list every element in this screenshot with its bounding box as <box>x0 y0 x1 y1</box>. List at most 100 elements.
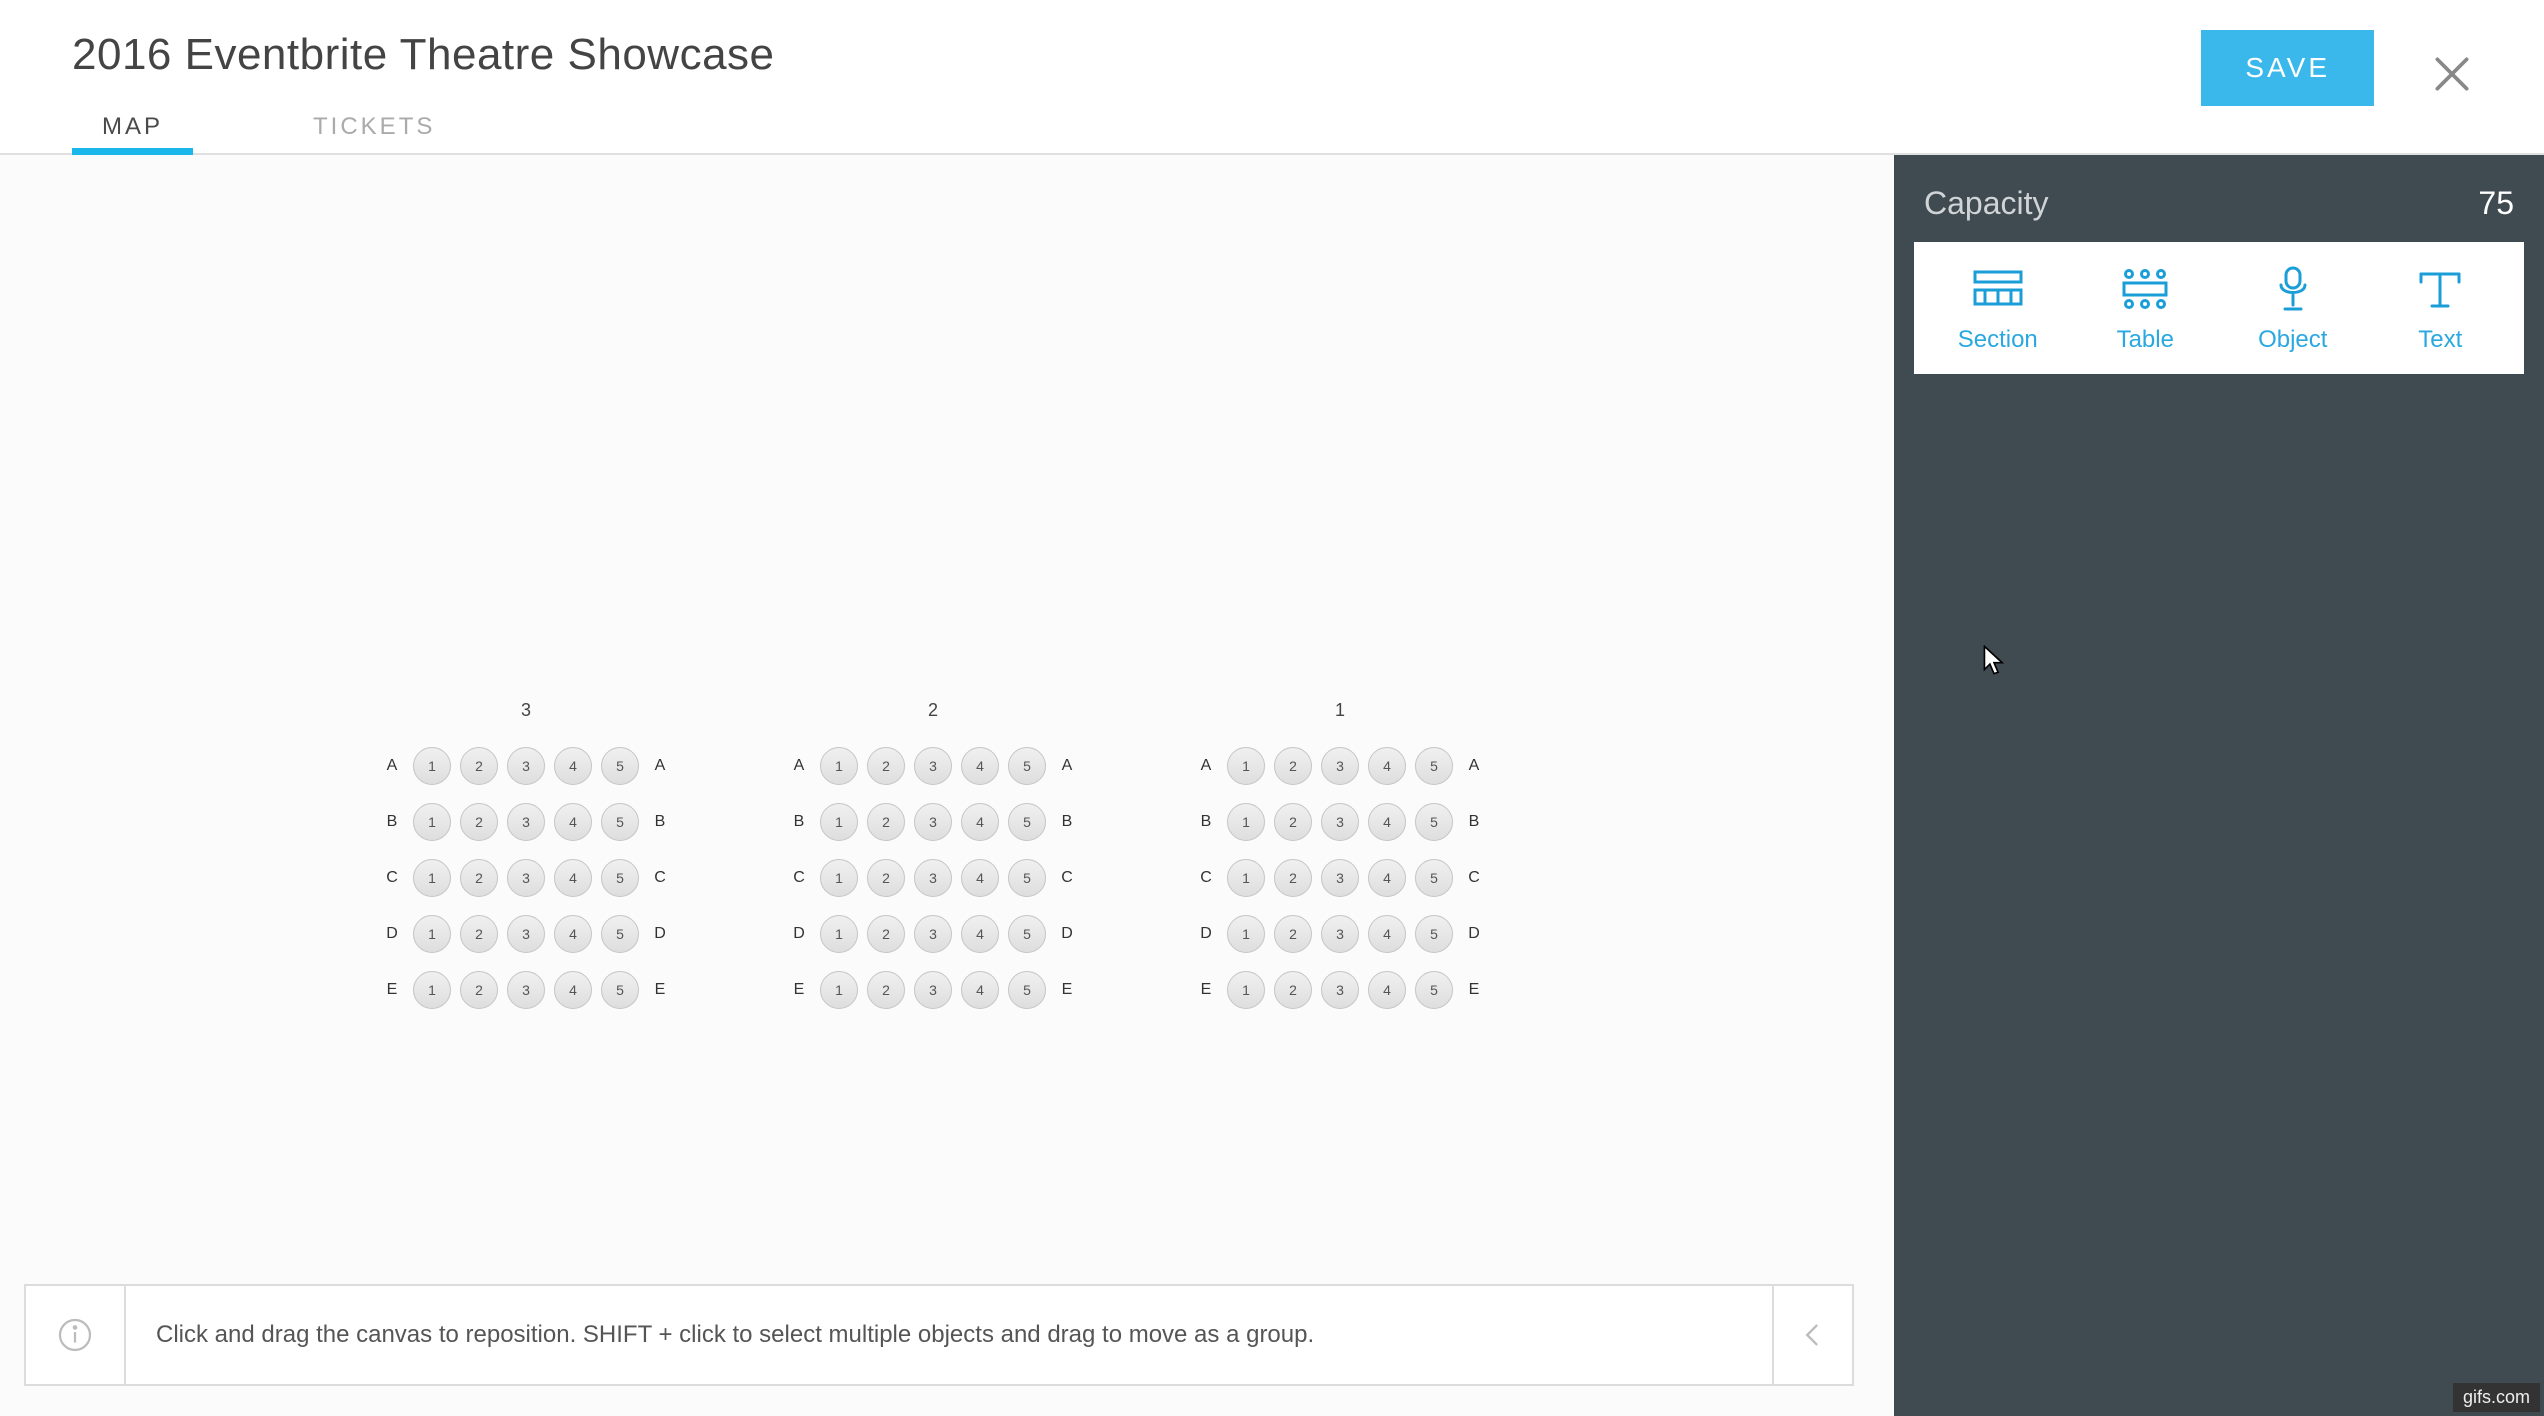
seat[interactable]: 3 <box>507 915 545 953</box>
seat[interactable]: 4 <box>554 747 592 785</box>
seat[interactable]: 5 <box>1415 971 1453 1009</box>
seat[interactable]: 4 <box>961 971 999 1009</box>
row-label-left: C <box>380 869 404 887</box>
seat[interactable]: 5 <box>1415 859 1453 897</box>
seat[interactable]: 3 <box>1321 859 1359 897</box>
seat[interactable]: 3 <box>914 859 952 897</box>
seat[interactable]: 1 <box>820 803 858 841</box>
info-icon <box>26 1286 126 1384</box>
seat[interactable]: 1 <box>820 915 858 953</box>
seat[interactable]: 1 <box>820 859 858 897</box>
seat[interactable]: 2 <box>1274 747 1312 785</box>
seat[interactable]: 3 <box>507 859 545 897</box>
seat[interactable]: 2 <box>460 915 498 953</box>
seat[interactable]: 4 <box>961 747 999 785</box>
sidebar: Capacity 75 Section <box>1894 155 2544 1416</box>
tool-table[interactable]: Table <box>2075 268 2215 354</box>
capacity-label: Capacity <box>1924 185 2049 222</box>
seating-section-1[interactable]: 1A12345AB12345BC12345CD12345DE12345E <box>1194 700 1486 1009</box>
tool-label: Section <box>1958 326 2038 354</box>
seat[interactable]: 3 <box>914 915 952 953</box>
seat[interactable]: 5 <box>1008 803 1046 841</box>
seat[interactable]: 4 <box>554 915 592 953</box>
seat[interactable]: 4 <box>554 803 592 841</box>
seat[interactable]: 1 <box>413 915 451 953</box>
seat[interactable]: 5 <box>1008 915 1046 953</box>
seat[interactable]: 5 <box>601 803 639 841</box>
tool-label: Table <box>2117 326 2174 354</box>
seat[interactable]: 2 <box>1274 803 1312 841</box>
hint-prev-button[interactable] <box>1772 1286 1852 1384</box>
seat[interactable]: 2 <box>867 915 905 953</box>
tab-tickets[interactable]: TICKETS <box>283 101 465 153</box>
seat[interactable]: 5 <box>601 859 639 897</box>
row-label-right: D <box>1462 925 1486 943</box>
seat[interactable]: 3 <box>1321 803 1359 841</box>
seating-section-2[interactable]: 2A12345AB12345BC12345CD12345DE12345E <box>787 700 1079 1009</box>
save-button[interactable]: SAVE <box>2201 30 2374 106</box>
seat[interactable]: 1 <box>1227 803 1265 841</box>
seating-section-3[interactable]: 3A12345AB12345BC12345CD12345DE12345E <box>380 700 672 1009</box>
seat[interactable]: 2 <box>460 971 498 1009</box>
seat[interactable]: 2 <box>867 803 905 841</box>
row-label-right: A <box>1055 757 1079 775</box>
tool-section[interactable]: Section <box>1928 268 2068 354</box>
hint-bar: Click and drag the canvas to reposition.… <box>24 1284 1854 1386</box>
seat[interactable]: 5 <box>1008 859 1046 897</box>
tool-object[interactable]: Object <box>2223 268 2363 354</box>
seat[interactable]: 2 <box>460 747 498 785</box>
close-icon[interactable] <box>2430 52 2474 96</box>
seat[interactable]: 2 <box>1274 971 1312 1009</box>
seat[interactable]: 4 <box>961 859 999 897</box>
seat[interactable]: 1 <box>413 859 451 897</box>
seat-row: A12345A <box>380 747 672 785</box>
seat[interactable]: 3 <box>1321 915 1359 953</box>
tab-map[interactable]: MAP <box>72 101 193 153</box>
seat[interactable]: 1 <box>1227 859 1265 897</box>
seat[interactable]: 2 <box>867 747 905 785</box>
seat[interactable]: 3 <box>507 971 545 1009</box>
seat[interactable]: 5 <box>1008 971 1046 1009</box>
seat[interactable]: 3 <box>1321 747 1359 785</box>
seat[interactable]: 4 <box>1368 803 1406 841</box>
seat[interactable]: 5 <box>1415 747 1453 785</box>
seat[interactable]: 5 <box>601 915 639 953</box>
seat[interactable]: 1 <box>413 747 451 785</box>
seat[interactable]: 4 <box>961 803 999 841</box>
seat[interactable]: 1 <box>1227 747 1265 785</box>
seat[interactable]: 4 <box>1368 859 1406 897</box>
seat[interactable]: 5 <box>601 971 639 1009</box>
seat[interactable]: 3 <box>914 747 952 785</box>
seat[interactable]: 5 <box>1415 915 1453 953</box>
seat[interactable]: 2 <box>460 859 498 897</box>
row-label-right: B <box>648 813 672 831</box>
seat[interactable]: 4 <box>1368 747 1406 785</box>
seat[interactable]: 1 <box>820 747 858 785</box>
seat[interactable]: 3 <box>914 803 952 841</box>
seat[interactable]: 2 <box>867 971 905 1009</box>
seat[interactable]: 3 <box>914 971 952 1009</box>
seat[interactable]: 1 <box>413 971 451 1009</box>
seat[interactable]: 2 <box>867 859 905 897</box>
seat[interactable]: 1 <box>413 803 451 841</box>
seat[interactable]: 5 <box>1415 803 1453 841</box>
seat[interactable]: 4 <box>961 915 999 953</box>
seat[interactable]: 2 <box>1274 859 1312 897</box>
seat[interactable]: 4 <box>1368 915 1406 953</box>
seat[interactable]: 4 <box>554 859 592 897</box>
seat[interactable]: 4 <box>1368 971 1406 1009</box>
seat[interactable]: 4 <box>554 971 592 1009</box>
seat[interactable]: 2 <box>460 803 498 841</box>
seat[interactable]: 1 <box>1227 971 1265 1009</box>
seat[interactable]: 2 <box>1274 915 1312 953</box>
seat[interactable]: 3 <box>1321 971 1359 1009</box>
seat-row: B12345B <box>1194 803 1486 841</box>
seat[interactable]: 5 <box>601 747 639 785</box>
seat[interactable]: 1 <box>1227 915 1265 953</box>
tool-text[interactable]: Text <box>2370 268 2510 354</box>
canvas[interactable]: 3A12345AB12345BC12345CD12345DE12345E2A12… <box>0 155 1894 1416</box>
seat[interactable]: 5 <box>1008 747 1046 785</box>
seat[interactable]: 3 <box>507 803 545 841</box>
seat[interactable]: 3 <box>507 747 545 785</box>
seat[interactable]: 1 <box>820 971 858 1009</box>
